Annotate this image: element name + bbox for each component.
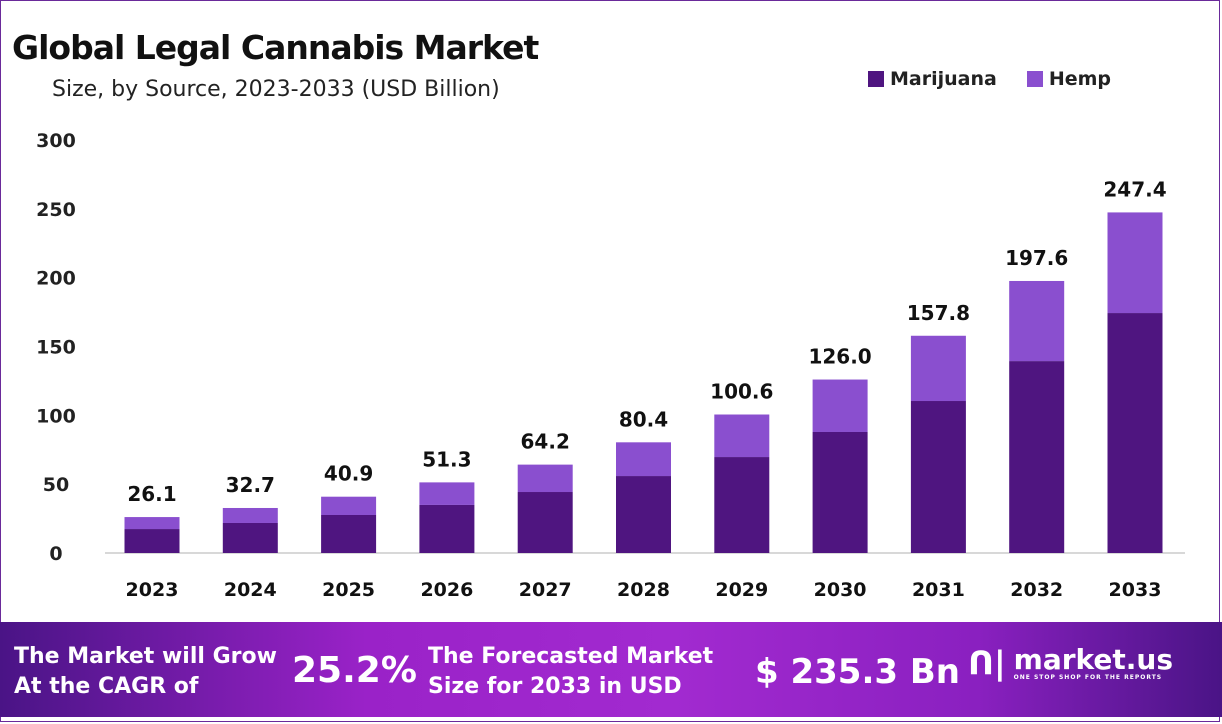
logo-icon: ᑎ| [968,644,1006,682]
y-tick-label: 150 [36,337,76,359]
bar-segment-hemp [1009,280,1065,362]
x-tick-label: 2031 [912,579,965,601]
summary-banner: The Market will Grow At the CAGR of 25.2%… [0,622,1222,717]
bar-segment-hemp [616,442,671,477]
bar-segment-marijuana [714,457,770,553]
bar-segment-marijuana [321,515,377,553]
x-tick-label: 2028 [617,579,670,601]
y-tick-label: 250 [36,199,76,221]
forecast-value: $ 235.3 Bn [755,652,960,692]
legend-item-marijuana: Marijuana [868,68,997,90]
legend-label: Hemp [1048,68,1112,90]
cagr-value: 25.2% [292,650,417,691]
cagr-label: The Market will Grow At the CAGR of [14,642,277,702]
x-tick-label: 2023 [126,579,179,601]
forecast-label: The Forecasted Market Size for 2033 in US… [428,642,713,702]
bar-chart: 0 50 100 150 200 250 300 26.1 2023 32.7 2024 40.9 20… [36,130,1185,601]
data-label: 197.6 [1005,246,1068,270]
legend-swatch-hemp [1026,71,1043,87]
bar-segment-marijuana [517,492,573,553]
data-label: 26.1 [127,482,176,506]
y-tick-label: 100 [36,405,76,427]
chart-title: Global Legal Cannabis Market [12,28,539,67]
x-tick-label: 2029 [715,579,768,601]
forecast-label-line: Size for 2033 in USD [428,674,682,699]
data-label: 64.2 [521,430,570,454]
data-label: 157.8 [907,301,970,325]
cagr-label-line: At the CAGR of [14,674,199,699]
legend-label: Marijuana [890,68,997,90]
x-tick-label: 2024 [224,579,277,601]
chart-subtitle: Size, by Source, 2023-2033 (USD Billion) [52,77,500,102]
forecast-label-line: The Forecasted Market [428,644,714,669]
x-tick-label: 2030 [814,579,867,601]
legend-item-hemp: Hemp [1026,68,1112,90]
x-tick-label: 2033 [1109,579,1162,601]
logo-name: market.us [1013,642,1174,676]
bar-segment-hemp [714,414,770,458]
bar-segment-hemp [1107,212,1163,314]
bar-segment-hemp [910,335,966,402]
bar-segment-hemp [517,464,573,493]
bar-segment-hemp [222,507,278,523]
market-us-logo: ᑎ| market.us ONE STOP SHOP FOR THE REPORT… [968,644,1173,682]
bar-segment-marijuana [910,401,966,553]
bar-segment-hemp [812,379,868,432]
x-tick-label: 2025 [322,579,375,601]
logo-tagline: ONE STOP SHOP FOR THE REPORTS [1013,673,1163,681]
bar-segment-hemp [419,482,475,505]
legend-swatch-marijuana [868,71,884,87]
bar-segment-marijuana [222,522,278,553]
cagr-label-line: The Market will Grow [14,644,277,669]
data-label: 100.6 [710,380,773,404]
x-tick-label: 2026 [420,579,473,601]
data-label: 126.0 [808,345,871,369]
data-label: 51.3 [422,447,471,471]
y-tick-label: 0 [49,543,62,565]
bar-segment-marijuana [1009,361,1065,553]
legend: Marijuana Hemp [868,68,1111,90]
bar-segment-marijuana [124,529,180,553]
bar-segment-marijuana [616,476,671,553]
data-label: 40.9 [324,462,373,486]
bar-segment-hemp [124,517,180,530]
y-tick-label: 200 [36,268,76,290]
y-tick-label: 300 [36,130,76,152]
bar-segment-marijuana [812,431,868,553]
data-label: 32.7 [226,473,275,497]
bar-segment-marijuana [1107,313,1163,553]
bar-segment-marijuana [419,504,475,553]
y-tick-label: 50 [43,474,69,496]
data-label: 80.4 [619,407,668,431]
bar-segment-hemp [321,496,377,516]
x-tick-label: 2027 [519,579,572,601]
x-tick-label: 2032 [1010,579,1063,601]
data-label: 247.4 [1103,177,1166,201]
